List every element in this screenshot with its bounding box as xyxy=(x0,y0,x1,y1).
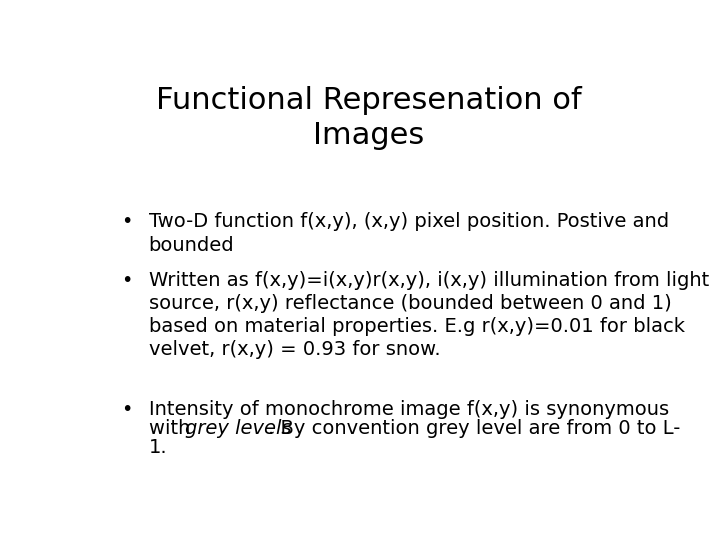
Text: with: with xyxy=(148,418,197,438)
Text: grey levels: grey levels xyxy=(186,418,292,438)
Text: . By convention grey level are from 0 to L-: . By convention grey level are from 0 to… xyxy=(268,418,680,438)
Text: •: • xyxy=(121,212,132,232)
Text: Intensity of monochrome image f(x,y) is synonymous: Intensity of monochrome image f(x,y) is … xyxy=(148,400,669,419)
Text: •: • xyxy=(121,400,132,419)
Text: 1.: 1. xyxy=(148,438,167,457)
Text: •: • xyxy=(121,271,132,289)
Text: Written as f(x,y)=i(x,y)r(x,y), i(x,y) illumination from light
source, r(x,y) re: Written as f(x,y)=i(x,y)r(x,y), i(x,y) i… xyxy=(148,271,708,359)
Text: Two-D function f(x,y), (x,y) pixel position. Postive and
bounded: Two-D function f(x,y), (x,y) pixel posit… xyxy=(148,212,669,254)
Text: Functional Represenation of
Images: Functional Represenation of Images xyxy=(156,85,582,151)
